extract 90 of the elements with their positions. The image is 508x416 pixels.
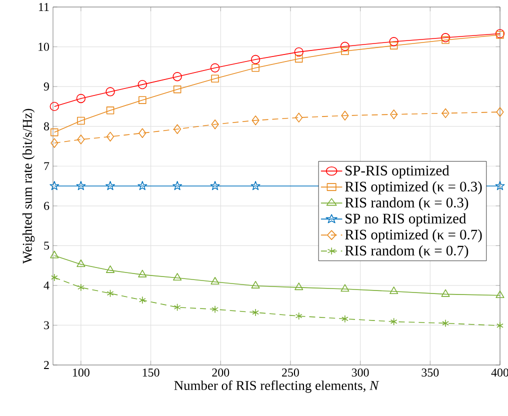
x-axis-title: Number of RIS reflecting elements, N (174, 380, 380, 393)
point (441, 289, 450, 297)
point (250, 54, 260, 64)
point (340, 284, 350, 292)
y-tick-label: 5 (44, 242, 50, 250)
point (390, 110, 398, 120)
point (138, 128, 146, 138)
point (76, 259, 86, 268)
point (252, 308, 259, 316)
legend-label: SP no RIS optimized (346, 213, 466, 226)
point (496, 290, 504, 298)
point (138, 181, 148, 190)
point (106, 106, 114, 114)
y-axis-title: Weighted sum rate (bit/s/Hz) (22, 108, 35, 264)
y-tick-label: 6 (44, 202, 50, 210)
point (50, 274, 58, 282)
point (210, 276, 220, 285)
point (211, 74, 219, 82)
y-tick-label: 9 (44, 82, 49, 91)
point (138, 270, 147, 278)
point (50, 128, 58, 136)
point (342, 314, 348, 323)
point (76, 94, 86, 104)
point (295, 112, 303, 122)
point (78, 284, 84, 292)
point (294, 54, 303, 63)
point (390, 286, 398, 294)
point (294, 282, 304, 290)
point (295, 312, 302, 320)
point (212, 305, 218, 314)
point (442, 36, 450, 44)
point (106, 87, 115, 96)
x-tick-label: 350 (422, 368, 439, 377)
point (210, 181, 220, 190)
point (442, 319, 449, 328)
point (172, 181, 182, 190)
point (340, 42, 350, 51)
point (252, 115, 260, 126)
x-tick-label: 250 (282, 368, 299, 377)
point (211, 119, 219, 130)
x-tick-label: 100 (73, 368, 90, 377)
point (174, 124, 182, 134)
point (50, 138, 58, 148)
point (495, 181, 505, 190)
y-tick-label: 10 (38, 42, 50, 51)
point (138, 296, 146, 304)
point (496, 107, 504, 117)
x-tick-label: 150 (142, 368, 160, 377)
legend-label: RIS optimized (κ = 0.3) (345, 181, 482, 194)
point (390, 318, 398, 326)
point (138, 96, 146, 104)
point (440, 33, 450, 42)
legend-label: RIS optimized (κ = 0.7) (345, 229, 482, 242)
point (294, 47, 304, 57)
point (389, 37, 398, 46)
point (106, 290, 114, 298)
y-tick-label: 7 (44, 162, 50, 170)
y-tick-label: 8 (44, 122, 50, 130)
point (251, 280, 260, 288)
legend-label: RIS random (κ = 0.3) (345, 197, 468, 210)
point (173, 85, 182, 94)
point (174, 303, 181, 312)
point (50, 102, 59, 112)
point (106, 265, 115, 273)
point (106, 181, 116, 190)
point (173, 273, 182, 281)
point (250, 181, 260, 190)
point (50, 250, 59, 258)
point (210, 63, 220, 72)
x-tick-label: 200 (212, 368, 230, 377)
point (252, 64, 260, 72)
point (77, 116, 85, 125)
x-tick-label: 300 (352, 368, 369, 377)
point (390, 42, 398, 50)
point (496, 322, 504, 330)
point (138, 80, 147, 90)
point (172, 72, 182, 82)
legend-label: RIS random (κ = 0.7) (345, 245, 468, 258)
point (442, 108, 450, 118)
point (341, 110, 349, 120)
point (106, 132, 114, 142)
y-tick-label: 2 (44, 361, 49, 369)
y-tick-label: 11 (39, 3, 49, 11)
point (77, 134, 85, 144)
point (341, 47, 349, 56)
y-tick-label: 4 (44, 282, 50, 290)
point (76, 181, 86, 190)
legend-label: SP-RIS optimized (346, 165, 450, 178)
y-tick-label: 3 (44, 321, 50, 330)
point (50, 181, 60, 190)
